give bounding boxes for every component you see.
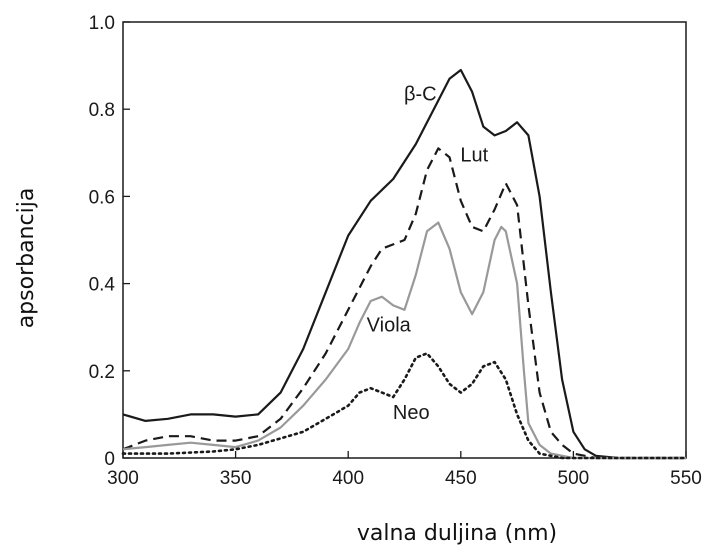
series-line-c	[122, 68, 686, 460]
y-tick-label: 0.2	[89, 362, 115, 383]
plot-area: 300 350 400 450 500 550 0 0.2 0.4 0.6 0.8 1.0 β-C Lut…	[89, 13, 702, 489]
series-label: Neo	[393, 402, 430, 424]
x-tick-label: 350	[220, 468, 252, 489]
x-tick-label: 400	[332, 468, 364, 489]
series-label: Viola	[367, 315, 412, 337]
x-tick-label: 550	[670, 468, 702, 489]
x-tick-label: 300	[107, 468, 139, 489]
series-label: Lut	[460, 145, 488, 167]
series-label: β-C	[404, 83, 437, 105]
x-tick-label: 500	[558, 468, 590, 489]
y-tick-label: 0.8	[89, 100, 115, 121]
y-axis-title: apsorbancija	[14, 188, 39, 329]
series-line-neo	[121, 352, 688, 460]
x-tick-label: 450	[445, 468, 477, 489]
series-line-viola	[122, 221, 686, 460]
x-axis-title: valna duljina (nm)	[357, 521, 557, 546]
y-tick-label: 0.4	[89, 275, 116, 296]
y-tick-label: 1.0	[89, 13, 115, 34]
y-tick-label: 0.6	[89, 187, 115, 208]
y-tick-label: 0	[104, 449, 115, 470]
series-line-lut	[122, 147, 686, 460]
plot-frame	[122, 21, 687, 459]
